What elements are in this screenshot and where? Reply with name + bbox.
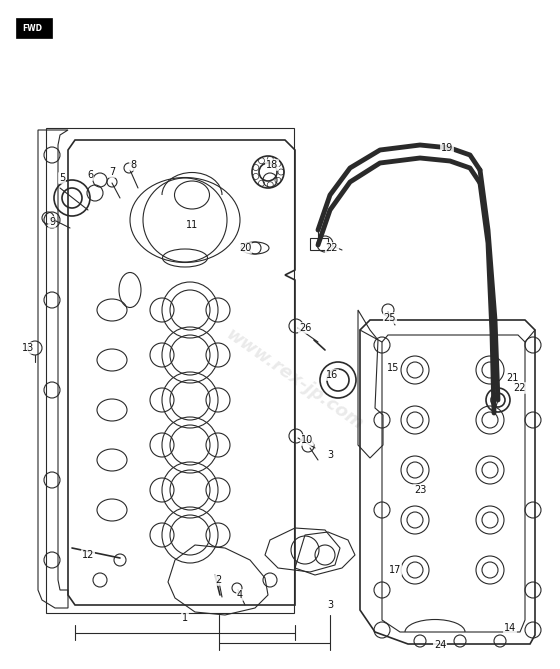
Text: 23: 23: [414, 485, 426, 495]
Text: 22: 22: [326, 243, 338, 253]
Text: 15: 15: [387, 363, 399, 373]
Text: 14: 14: [504, 623, 516, 633]
Text: 3: 3: [327, 600, 333, 610]
Bar: [46, 128, 294, 613]
Text: 8: 8: [130, 160, 136, 170]
Text: www.rex-jp.com: www.rex-jp.com: [223, 326, 367, 434]
Text: 2: 2: [215, 575, 221, 585]
Text: 21: 21: [506, 373, 518, 383]
Text: 3: 3: [327, 450, 333, 460]
Text: 12: 12: [82, 550, 94, 560]
Text: 4: 4: [237, 590, 243, 600]
Text: 5: 5: [59, 173, 65, 183]
Text: 17: 17: [389, 565, 401, 575]
Text: 18: 18: [266, 160, 278, 170]
Polygon shape: [16, 18, 52, 38]
Text: 19: 19: [441, 143, 453, 153]
Text: 10: 10: [301, 435, 313, 445]
Text: 22: 22: [514, 383, 526, 393]
Text: 6: 6: [87, 170, 93, 180]
Text: 26: 26: [299, 323, 311, 333]
Text: 13: 13: [22, 343, 34, 353]
Text: 7: 7: [109, 167, 115, 177]
Text: 25: 25: [384, 313, 396, 323]
Text: 20: 20: [239, 243, 251, 253]
Text: 1: 1: [182, 613, 188, 623]
Text: 24: 24: [434, 640, 446, 650]
Text: FWD: FWD: [22, 23, 42, 33]
Text: 11: 11: [186, 220, 198, 230]
Text: 16: 16: [326, 370, 338, 380]
Bar: [310, 238, 328, 250]
Text: 9: 9: [49, 217, 55, 227]
